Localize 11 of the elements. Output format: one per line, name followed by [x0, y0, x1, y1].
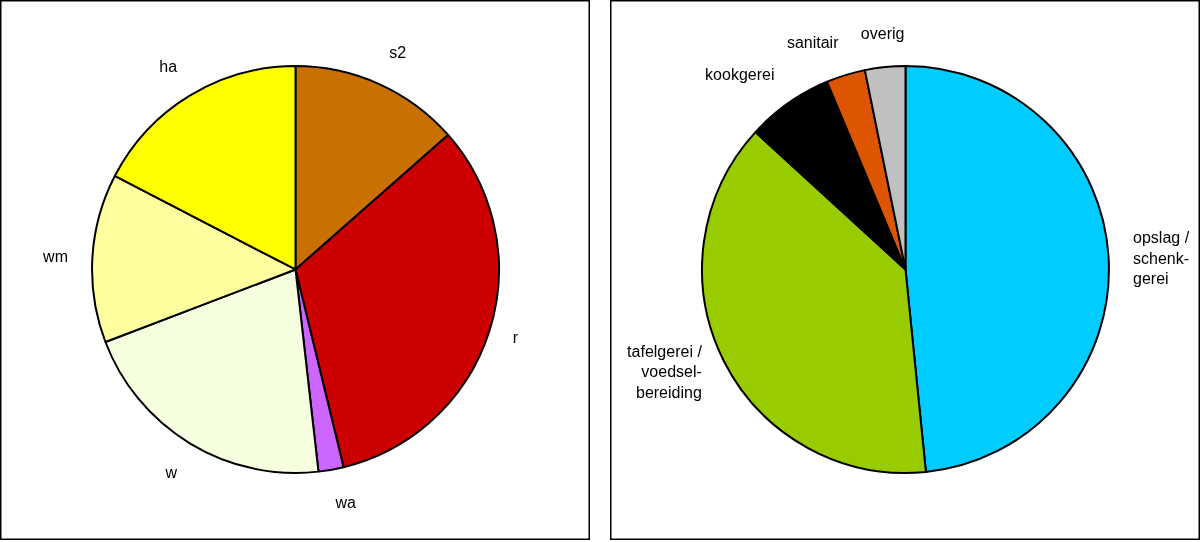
slice-label: overig: [860, 25, 905, 43]
slice-label: s2: [389, 44, 407, 62]
slice-label: w: [164, 464, 178, 482]
slice-label: kookgerei: [705, 65, 775, 83]
slice-label: r: [512, 329, 519, 347]
slice-label: tafelgerei / voedsel- bereiding: [627, 342, 703, 401]
slice-label: sanitair: [786, 34, 840, 52]
slice-label: wm: [42, 248, 69, 266]
slice-label: wa: [334, 494, 356, 512]
slice-label: opslag / schenk- gerei: [1133, 229, 1190, 287]
slice-label: ha: [159, 57, 178, 75]
